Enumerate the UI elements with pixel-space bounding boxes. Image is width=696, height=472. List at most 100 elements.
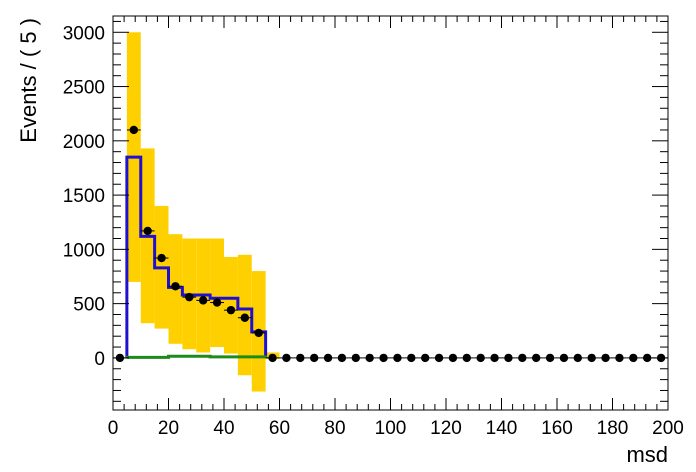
data-point-23 [432,353,446,363]
data-point-19 [376,353,391,363]
data-point-marker [407,353,416,363]
data-point-22 [418,353,433,363]
y-tick-label: 1500 [63,186,105,207]
data-point-marker [282,353,291,363]
data-point-3 [154,253,169,263]
data-point-marker [185,292,194,302]
y-tick-label: 2000 [63,132,105,153]
data-points [113,125,668,363]
y-tick-label: 3000 [63,23,105,44]
data-point-8 [224,305,238,315]
step-series-1 [125,354,268,359]
x-axis-ticks: 0 20 40 60 80 100 120 140 160 180 200 [108,16,684,439]
data-point-marker [198,296,208,305]
data-point-11 [265,353,280,363]
data-point-24 [446,353,460,363]
data-point-marker [254,328,263,338]
y-tick-label: 1000 [63,240,105,261]
data-point-marker [615,353,624,363]
data-point-35 [598,353,613,363]
x-tick-label: 180 [597,418,629,439]
data-point-marker [268,353,277,363]
data-point-marker [296,353,305,363]
x-axis-title: msd [626,442,668,467]
data-point-marker [504,353,513,363]
data-point-17 [348,353,363,363]
data-point-2 [140,226,155,236]
data-point-36 [612,353,627,363]
data-point-marker [240,313,250,322]
data-point-34 [584,353,599,363]
data-point-7 [210,298,224,307]
data-point-9 [237,313,252,322]
data-point-26 [473,353,488,363]
data-point-marker [226,305,236,315]
data-point-12 [279,353,294,363]
data-point-25 [459,353,474,363]
y-tick-label: 2500 [63,78,105,99]
x-tick-label: 200 [652,418,684,439]
x-tick-label: 0 [108,418,119,439]
data-point-marker [309,353,319,363]
data-point-marker [476,353,485,363]
data-point-marker [490,353,499,363]
data-point-27 [487,353,502,363]
data-point-marker [143,226,152,236]
x-tick-label: 60 [269,418,290,439]
data-point-33 [570,353,585,363]
data-point-marker [573,353,583,363]
data-point-marker [601,353,610,363]
data-point-28 [501,353,516,363]
data-point-marker [448,353,458,363]
data-point-30 [529,353,544,363]
x-tick-label: 100 [375,418,407,439]
x-tick-label: 20 [158,418,179,439]
x-tick-label: 140 [486,418,518,439]
x-tick-label: 40 [213,418,234,439]
uncertainty-band [126,32,280,392]
data-point-4 [168,282,183,291]
x-tick-label: 120 [430,418,462,439]
data-point-marker [559,353,569,363]
data-point-29 [515,353,530,363]
data-point-37 [626,353,641,363]
data-point-10 [251,328,266,338]
data-point-marker [171,282,180,291]
data-point-14 [307,353,322,363]
data-point-marker [379,353,388,363]
data-point-marker [462,353,472,363]
y-tick-label: 0 [94,349,105,370]
data-point-marker [642,353,652,363]
data-point-marker [393,353,402,363]
data-point-marker [129,125,139,135]
data-point-13 [293,353,308,363]
data-point-marker [157,253,166,263]
data-point-marker [351,353,361,363]
data-point-1 [126,125,141,135]
data-point-6 [196,296,211,305]
data-point-marker [545,353,555,363]
band-bin-6 [210,238,224,348]
x-tick-label: 160 [541,418,573,439]
data-point-marker [518,353,527,363]
data-point-31 [543,353,557,363]
data-point-38 [640,353,655,363]
data-point-marker [323,353,333,363]
data-point-15 [321,353,335,363]
data-point-16 [335,353,349,363]
data-point-20 [390,353,405,363]
data-point-marker [587,353,596,363]
band-bin-7 [224,256,238,354]
data-point-marker [420,353,430,363]
data-point-marker [365,353,374,363]
data-point-21 [404,353,419,363]
data-point-marker [337,353,347,363]
data-point-marker [212,298,222,307]
data-point-32 [557,353,571,363]
data-point-5 [182,292,197,302]
x-tick-label: 80 [324,418,345,439]
data-point-marker [434,353,444,363]
data-point-marker [531,353,541,363]
y-axis-ticks: 0 500 1000 1500 2000 2500 3000 [63,20,668,402]
